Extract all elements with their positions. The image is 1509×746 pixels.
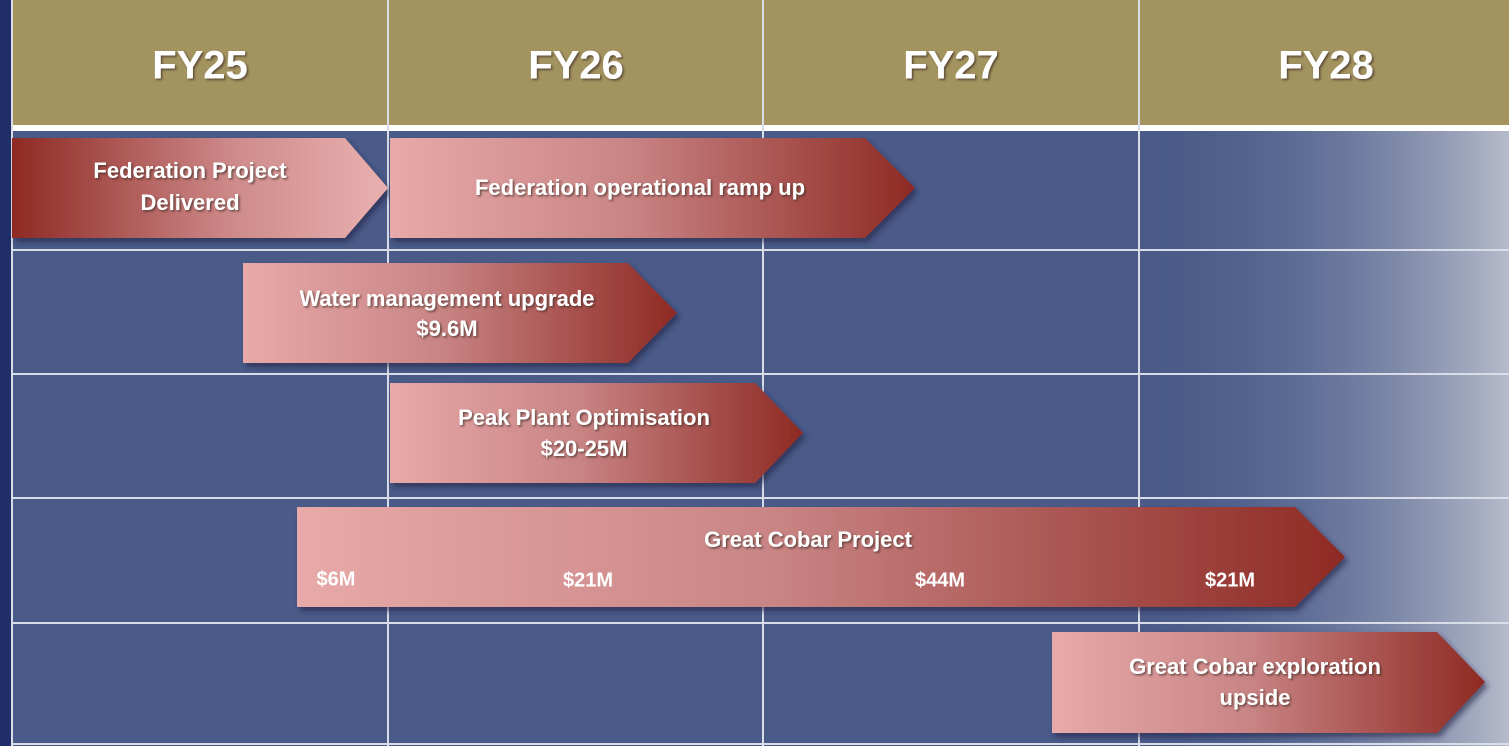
amount-label: $21M	[563, 569, 613, 591]
task-arrow	[1052, 632, 1485, 733]
task-label: Federation Project	[93, 158, 287, 183]
task-label: upside	[1220, 685, 1291, 710]
amount-label: $44M	[915, 569, 965, 591]
task-label: $9.6M	[416, 316, 477, 341]
grid	[11, 0, 1509, 746]
task-arrow	[12, 138, 388, 238]
task-label: Water management upgrade	[299, 286, 594, 311]
task-label: $20-25M	[541, 436, 628, 461]
task-label: Great Cobar exploration	[1129, 654, 1381, 679]
task-label: Peak Plant Optimisation	[458, 405, 710, 430]
arrows: Federation Project Delivered Federation …	[12, 138, 1485, 733]
column-header: FY26	[528, 44, 624, 88]
column-header: FY28	[1278, 44, 1374, 88]
column-header: FY27	[903, 44, 999, 88]
task-label: Delivered	[140, 190, 239, 215]
task-label: Great Cobar Project	[704, 527, 913, 552]
left-strip	[0, 0, 12, 746]
task-arrow	[390, 383, 803, 483]
amount-label: $6M	[317, 568, 356, 590]
task-arrow	[243, 263, 677, 363]
header: FY25 FY26 FY27 FY28	[152, 44, 1374, 88]
task-arrow	[390, 138, 915, 238]
column-header: FY25	[152, 44, 248, 88]
amount-label: $21M	[1205, 569, 1255, 591]
task-arrow	[297, 507, 1345, 607]
task-label: Federation operational ramp up	[475, 175, 805, 200]
header-band	[12, 0, 1509, 125]
